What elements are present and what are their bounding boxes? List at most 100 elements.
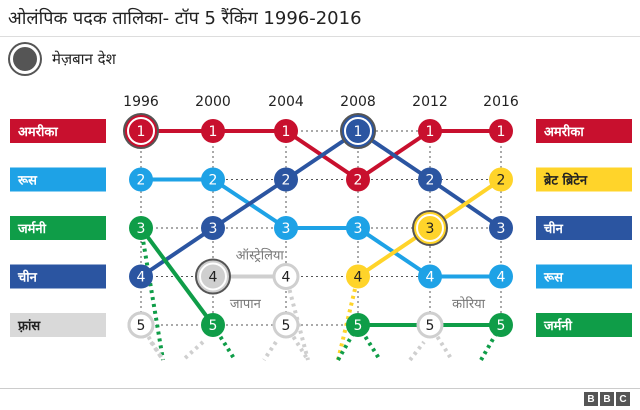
rank-marker [418, 167, 442, 192]
series-entry-line [408, 340, 426, 362]
series-annotation: जापान [230, 297, 262, 312]
rank-marker-label: 3 [426, 221, 435, 237]
rank-marker [346, 216, 370, 240]
rank-marker-label: 2 [282, 173, 291, 189]
rank-marker [489, 167, 513, 192]
side-label-text: फ़्रांस [17, 318, 41, 334]
year-tick-label: 2004 [268, 94, 304, 110]
series-entry-line [181, 340, 205, 362]
rank-marker [274, 167, 298, 192]
series-entry-line [336, 276, 360, 361]
rank-marker-label: 5 [137, 318, 146, 334]
rank-marker [346, 264, 370, 289]
footer-divider [0, 388, 640, 389]
side-label-text: चीन [17, 270, 38, 286]
rank-marker [201, 216, 225, 240]
rank-marker-label: 1 [209, 124, 218, 140]
bbc-letter: C [616, 392, 630, 406]
rank-marker-label: 3 [354, 221, 363, 237]
rank-marker-label: 4 [354, 270, 363, 286]
rank-marker-label: 1 [137, 124, 146, 140]
rank-marker [127, 117, 155, 145]
rank-marker [489, 264, 513, 289]
rank-marker [129, 264, 153, 289]
rank-marker-label: 5 [282, 318, 291, 334]
rank-marker [272, 263, 300, 290]
rank-marker [489, 313, 513, 337]
rank-marker [274, 216, 298, 240]
side-label-text: जर्मनी [17, 221, 47, 237]
side-label-box [536, 216, 632, 240]
rank-marker-label: 3 [497, 221, 506, 237]
rank-marker [129, 167, 153, 192]
year-tick-label: 2008 [340, 94, 376, 110]
rank-marker-label: 3 [137, 221, 146, 237]
bbc-letter: B [584, 392, 598, 406]
rank-marker [274, 119, 298, 143]
side-label-box [10, 167, 106, 192]
series-line [139, 226, 215, 327]
rank-marker [201, 313, 225, 337]
chart-title: ओलंपिक पदक तालिका- टॉप 5 रैंकिंग 1996-20… [8, 8, 362, 29]
bbc-letter: B [600, 392, 614, 406]
side-label-text: अमरीका [544, 124, 584, 140]
rank-marker [416, 311, 444, 339]
rank-marker-label: 4 [282, 270, 291, 286]
rank-marker-label: 1 [497, 124, 506, 140]
host-legend-label: मेज़बान देश [52, 50, 116, 68]
rank-marker [272, 311, 300, 339]
rank-marker [201, 167, 225, 192]
series-entry-line [262, 340, 278, 362]
rank-marker-label: 2 [137, 173, 146, 189]
side-label-box [10, 119, 106, 143]
rank-marker [489, 216, 513, 240]
rank-marker [129, 216, 153, 240]
rank-marker-label: 2 [497, 173, 506, 189]
rank-marker-label: 2 [354, 173, 363, 189]
side-label-box [536, 264, 632, 289]
rank-marker-label: 3 [209, 221, 218, 237]
rank-marker-label: 4 [426, 270, 435, 286]
rank-marker-label: 5 [354, 318, 363, 334]
rank-marker-label: 4 [137, 270, 146, 286]
side-label-box [536, 313, 632, 337]
year-tick-label: 2000 [195, 94, 231, 110]
series-annotation: ऑस्ट्रेलिया [236, 248, 285, 264]
rank-marker-label: 5 [209, 318, 218, 334]
rank-marker-label: 4 [209, 270, 218, 286]
side-label-text: जर्मनी [543, 318, 573, 334]
year-tick-label: 1996 [123, 94, 159, 110]
host-circle-icon [10, 44, 40, 74]
year-tick-label: 2012 [412, 94, 448, 110]
side-label-text: रूस [17, 174, 38, 189]
side-label-box [536, 167, 632, 192]
rank-marker-label: 5 [426, 318, 435, 334]
side-label-text: अमरीका [18, 124, 58, 140]
rank-marker [416, 214, 444, 242]
rank-marker-label: 1 [282, 124, 291, 140]
bbc-logo: B B C [584, 392, 630, 406]
rank-marker [201, 119, 225, 143]
side-label-box [10, 264, 106, 289]
rank-marker [418, 119, 442, 143]
series-annotation: कोरिया [452, 296, 486, 312]
host-legend: मेज़बान देश [10, 44, 116, 74]
side-label-text: ब्रेट ब्रिटेन [543, 173, 588, 189]
rank-marker-label: 1 [426, 124, 435, 140]
series-exit-line [139, 227, 165, 361]
rank-marker [199, 262, 227, 291]
rank-marker-label: 5 [497, 318, 506, 334]
side-label-text: रूस [543, 271, 564, 286]
side-label-box [536, 119, 632, 143]
side-label-text: चीन [543, 221, 564, 237]
side-label-box [10, 313, 106, 337]
rank-marker [127, 311, 155, 339]
rank-marker [346, 167, 370, 192]
rank-marker-label: 2 [426, 173, 435, 189]
title-divider [0, 36, 640, 37]
year-tick-label: 2016 [483, 94, 519, 110]
side-label-box [10, 216, 106, 240]
rank-marker-label: 2 [209, 173, 218, 189]
rank-marker-label: 4 [497, 270, 506, 286]
